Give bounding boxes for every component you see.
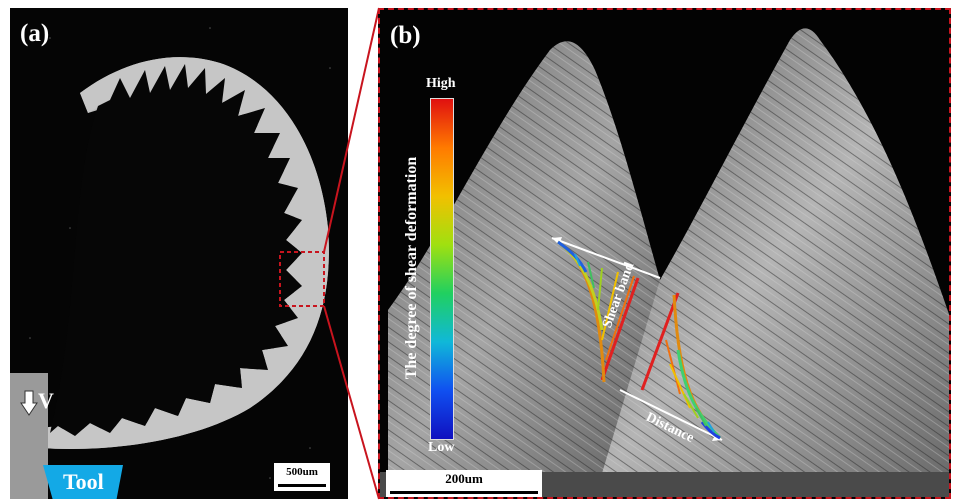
scale-bar-a-text: 500um bbox=[286, 466, 318, 478]
colorbar-low-label: Low bbox=[428, 440, 455, 455]
colorbar-high-label: High bbox=[426, 76, 456, 91]
tool-label: Tool bbox=[43, 465, 123, 499]
colorbar-title-text: The degree of shear deformation bbox=[403, 156, 420, 380]
scale-bar-b: 200um bbox=[386, 470, 542, 497]
down-arrow-icon bbox=[20, 390, 38, 416]
panel-a-label: (a) bbox=[20, 20, 50, 47]
panel-a: (a) V Tool 500um bbox=[10, 8, 348, 499]
panel-b: (b) High Low The degree of shear deforma… bbox=[378, 8, 951, 499]
shear-deformation-colorbar bbox=[430, 98, 454, 440]
velocity-label: V bbox=[38, 388, 54, 413]
chip-micrograph-b bbox=[380, 10, 949, 497]
scale-bar-b-text: 200um bbox=[445, 471, 483, 486]
velocity-indicator: V bbox=[20, 388, 54, 417]
scale-bar-a: 500um bbox=[274, 463, 330, 491]
panel-b-label: (b) bbox=[390, 22, 421, 49]
chip-micrograph-a bbox=[10, 8, 348, 499]
